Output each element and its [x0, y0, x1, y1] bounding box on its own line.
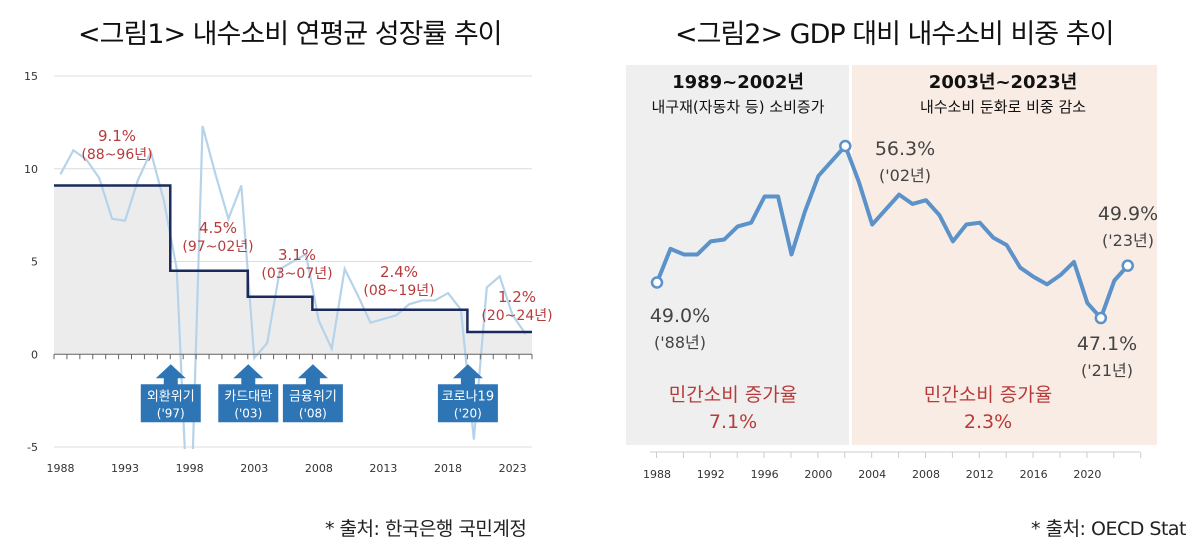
event-year: ('20) — [454, 406, 482, 420]
figure2-title: <그림2> GDP 대비 내수소비 비중 추이 — [675, 19, 1114, 50]
x-tick-label: 1993 — [111, 462, 139, 475]
event-marker: 코로나19 ('20) — [437, 364, 498, 423]
up-arrow-icon — [155, 364, 186, 386]
x-tick-label: 2004 — [858, 468, 886, 481]
period-subheading: 내구재(자동차 등) 소비증가 — [651, 98, 824, 116]
point-year-label: ('21년) — [1081, 361, 1133, 380]
x-tick-label: 2016 — [1020, 468, 1048, 481]
point-value-label: 49.0% — [650, 305, 710, 327]
event-name: 코로나19 — [442, 389, 494, 404]
event-box — [282, 384, 343, 423]
stat-value: 2.3% — [964, 411, 1012, 433]
average-value-label: 4.5% — [199, 219, 237, 237]
x-tick-label: 2020 — [1073, 468, 1101, 481]
event-name: 금융위기 — [289, 389, 337, 404]
period-background — [626, 65, 849, 445]
y-tick-label: 0 — [31, 348, 38, 361]
event-marker: 외환위기 ('97) — [140, 364, 201, 423]
figure1-source: * 출처: 한국은행 국민계정 — [325, 518, 527, 540]
point-value-label: 56.3% — [875, 138, 935, 160]
x-tick-label: 2008 — [912, 468, 940, 481]
event-box — [437, 384, 498, 423]
event-year: ('03) — [234, 406, 262, 420]
x-tick-label: 2023 — [499, 462, 527, 475]
x-tick-label: 2013 — [369, 462, 397, 475]
event-marker: 카드대란 ('03) — [218, 364, 279, 423]
period-subheading: 내수소비 둔화로 비중 감소 — [920, 98, 1086, 116]
y-tick-label: 5 — [31, 256, 38, 269]
average-period-label: (88~96년) — [81, 147, 152, 163]
average-period-label: (20~24년) — [481, 308, 552, 324]
up-arrow-icon — [297, 364, 328, 386]
average-value-label: 3.1% — [278, 246, 316, 264]
stat-label: 민간소비 증가율 — [669, 384, 797, 406]
growth-rate-chart: -5 0 5 10 15 1988 1993 1998 2003 2008 2013 2018 2023… — [24, 70, 553, 475]
point-value-label: 49.9% — [1098, 203, 1158, 225]
point-year-label: ('02년) — [879, 166, 931, 185]
average-value-label: 9.1% — [98, 127, 136, 145]
x-tick-label: 1988 — [46, 462, 74, 475]
point-year-label: ('23년) — [1102, 231, 1154, 250]
x-tick-label: 1996 — [751, 468, 779, 481]
period-heading: 1989~2002년 — [672, 72, 804, 93]
x-tick-label: 2018 — [434, 462, 462, 475]
consumption-share-line — [655, 144, 1130, 321]
stat-label: 민간소비 증가율 — [924, 384, 1052, 406]
period-heading: 2003년~2023년 — [929, 72, 1077, 93]
point-value-label: 47.1% — [1077, 333, 1137, 355]
x-tick-label: 2008 — [305, 462, 333, 475]
x-tick-label: 2012 — [966, 468, 994, 481]
average-period-label: (08~19년) — [363, 283, 434, 299]
y-tick-label: 10 — [24, 163, 38, 176]
highlight-point-marker — [1121, 259, 1134, 272]
event-box — [218, 384, 279, 423]
x-tick-label: 2000 — [804, 468, 832, 481]
y-tick-label: 15 — [24, 70, 38, 83]
x-tick-label: 1992 — [697, 468, 725, 481]
highlight-point-marker — [1094, 311, 1108, 325]
average-period-label: (03~07년) — [261, 266, 332, 282]
stat-value: 7.1% — [709, 411, 757, 433]
up-arrow-icon — [452, 364, 483, 386]
x-tick-label: 2003 — [240, 462, 268, 475]
period-average-line — [54, 184, 532, 334]
average-period-label: (97~02년) — [182, 239, 253, 255]
event-marker: 금융위기 ('08) — [282, 364, 343, 423]
average-value-label: 1.2% — [498, 288, 536, 306]
event-name: 외환위기 — [147, 389, 195, 404]
figure2-source: * 출처: OECD Stat — [1031, 518, 1186, 540]
average-value-label: 2.4% — [380, 263, 418, 281]
y-tick-label: -5 — [27, 441, 38, 454]
highlight-point-marker — [650, 276, 664, 289]
figure1-title: <그림1> 내수소비 연평균 성장률 추이 — [78, 19, 503, 50]
point-year-label: ('88년) — [654, 333, 706, 352]
growth-rate-line — [59, 125, 527, 449]
highlight-point-marker — [839, 139, 852, 153]
event-year: ('08) — [299, 406, 327, 420]
average-area — [54, 185, 532, 355]
event-box — [140, 384, 201, 423]
event-name: 카드대란 — [224, 389, 272, 404]
event-year: ('97) — [157, 406, 185, 420]
up-arrow-icon — [233, 364, 264, 386]
x-tick-label: 1988 — [643, 468, 671, 481]
period-background — [852, 65, 1157, 445]
x-tick-label: 1998 — [176, 462, 204, 475]
